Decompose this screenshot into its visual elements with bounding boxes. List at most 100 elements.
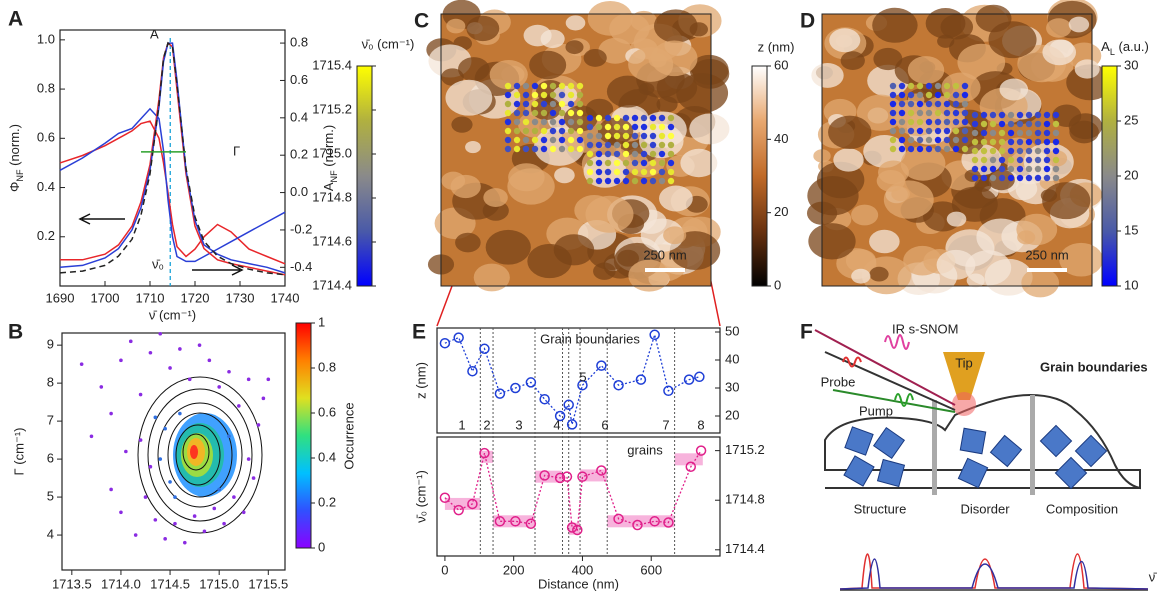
map-dot xyxy=(1034,156,1042,164)
map-dot xyxy=(622,123,630,131)
map-dot xyxy=(622,141,630,149)
map-dot xyxy=(586,177,594,185)
point xyxy=(467,498,478,510)
point xyxy=(79,362,84,366)
map-dot xyxy=(961,100,969,108)
map-dot xyxy=(504,82,512,90)
crystal xyxy=(843,455,875,487)
point xyxy=(554,472,566,484)
map-dot xyxy=(1034,174,1042,182)
y2-axis-label-part: (norm.) xyxy=(321,125,336,171)
point xyxy=(596,360,607,371)
map-dot xyxy=(1034,138,1042,146)
map-dot xyxy=(961,127,969,135)
afm-grain xyxy=(663,226,687,245)
map-dot xyxy=(943,100,951,108)
map-dot xyxy=(613,150,621,158)
afm-grain xyxy=(659,185,693,212)
pulse xyxy=(842,356,862,368)
map-dot xyxy=(961,145,969,153)
colorbar xyxy=(295,322,312,549)
point xyxy=(510,382,521,394)
map-dot xyxy=(613,177,621,185)
map-dot xyxy=(622,132,630,140)
map-dot xyxy=(943,136,951,144)
map-dot xyxy=(889,136,897,144)
map-dot xyxy=(916,100,924,108)
afm-grain xyxy=(833,148,864,172)
colorbar-tick-label: 1714.6 xyxy=(312,233,352,248)
x-tick-label: 1740 xyxy=(271,290,300,305)
point xyxy=(510,516,521,527)
afm-grain xyxy=(828,115,872,149)
x-tick-label: 1690 xyxy=(46,290,75,305)
point xyxy=(128,339,133,344)
map-dot xyxy=(1007,129,1015,137)
annotation: Grain boundaries xyxy=(540,331,640,346)
point xyxy=(494,516,506,527)
point xyxy=(227,434,231,439)
y-tick-label: 5 xyxy=(47,489,54,504)
x-tick-label: 1713.5 xyxy=(52,576,92,591)
map-dot xyxy=(513,91,521,99)
afm-grain xyxy=(988,21,1037,59)
map-dot xyxy=(1025,156,1033,164)
map-dot xyxy=(667,177,675,185)
map-dot xyxy=(658,150,666,158)
map-dot xyxy=(1052,129,1060,137)
grain-label: 4 xyxy=(553,417,560,432)
colorbar-tick-label: 1 xyxy=(318,314,325,329)
point xyxy=(182,540,187,545)
map-dot xyxy=(558,136,566,144)
colorbar-label-part: L xyxy=(1110,47,1115,57)
grain-label: 1 xyxy=(458,417,465,432)
map-dot xyxy=(934,145,942,153)
point xyxy=(153,518,158,522)
map-dot xyxy=(540,118,548,126)
diagram-label: IR s-SNOM xyxy=(892,321,958,336)
grain-boundary xyxy=(1030,395,1035,495)
map-dot xyxy=(1007,156,1015,164)
map-dot xyxy=(980,138,988,146)
point xyxy=(158,331,163,336)
point xyxy=(554,410,566,422)
map-dot xyxy=(649,114,657,122)
map-dot xyxy=(907,118,915,126)
colorbar-tick-label: 20 xyxy=(774,204,788,219)
afm-grain xyxy=(940,14,974,40)
map-dot xyxy=(586,168,594,176)
map-dot xyxy=(907,145,915,153)
y-tick-label: 8 xyxy=(47,375,54,390)
density xyxy=(190,445,198,459)
map-dot xyxy=(613,168,621,176)
map-dot xyxy=(567,82,575,90)
point xyxy=(109,487,113,492)
crystal xyxy=(872,426,906,460)
afm-grain xyxy=(482,200,509,221)
y-axis-label: Γ (cm⁻¹) xyxy=(11,428,26,476)
y2-tick-label: 0.2 xyxy=(290,147,308,162)
map-dot xyxy=(925,100,933,108)
map-dot xyxy=(1025,174,1033,182)
point xyxy=(479,447,490,459)
map-dot xyxy=(1052,111,1060,119)
x-tick-label: 0 xyxy=(441,562,448,577)
map-dot xyxy=(998,129,1006,137)
point xyxy=(539,470,550,481)
map-dot xyxy=(549,145,557,153)
crystal xyxy=(957,457,989,489)
map-dot xyxy=(980,174,988,182)
diagram-label: Grain boundaries xyxy=(1040,359,1148,374)
map-dot xyxy=(934,91,942,99)
map-dot xyxy=(989,147,997,155)
y-tick-label: 30 xyxy=(725,379,739,394)
map-dot xyxy=(907,100,915,108)
map-dot xyxy=(925,145,933,153)
map-dot xyxy=(549,127,557,135)
beam xyxy=(824,351,956,411)
map-dot xyxy=(640,168,648,176)
contour xyxy=(167,412,233,498)
map-dot xyxy=(549,91,557,99)
map-dot xyxy=(934,82,942,90)
